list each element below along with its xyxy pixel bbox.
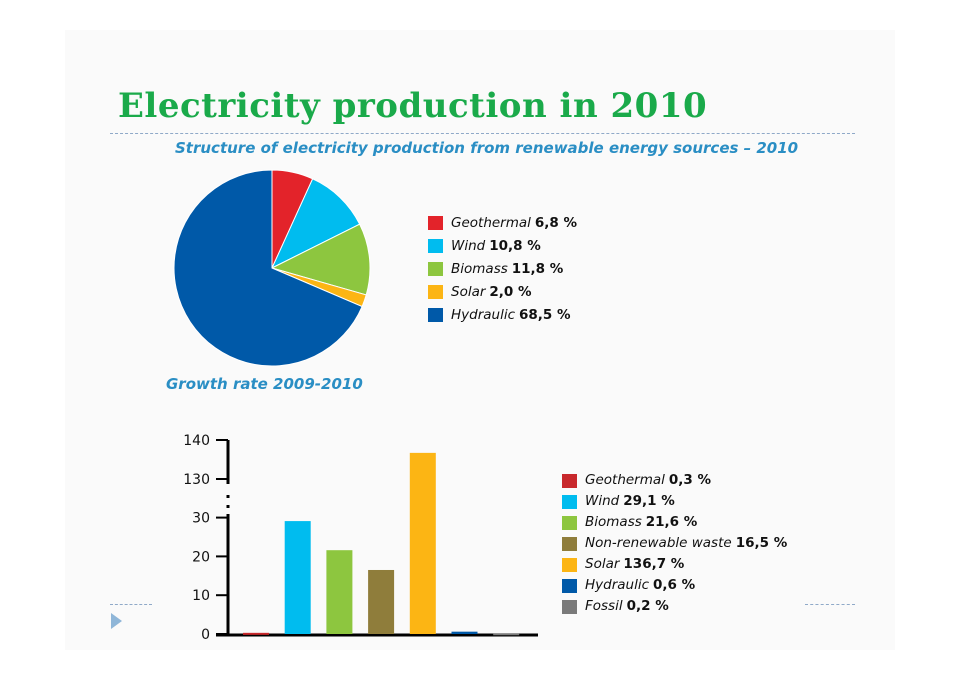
bar-solar [409, 452, 436, 634]
bar-geothermal [243, 632, 269, 635]
bar-fossil [493, 633, 520, 636]
legend-swatch [562, 494, 577, 509]
legend-swatch [562, 536, 577, 551]
legend-value: 136,7 % [623, 556, 685, 572]
y-tick-label: 20 [192, 549, 210, 565]
legend-swatch [562, 557, 577, 572]
legend-value: 0,6 % [653, 577, 696, 593]
legend-item: Geothermal 0,3 % [562, 470, 787, 491]
legend-name: Geothermal [585, 472, 665, 488]
bar-non-renewable-waste [368, 569, 395, 634]
legend-name: Wind [585, 493, 620, 509]
legend-swatch [428, 307, 443, 322]
legend-swatch [428, 238, 443, 253]
pie-slice-wind [270, 178, 361, 270]
bar-hydraulic [451, 631, 478, 634]
legend-swatch [562, 473, 577, 488]
legend-value: 16,5 % [735, 535, 788, 551]
pie-legend: Geothermal 6,8 % Wind 10,8 % Biomass 11,8 % So… [428, 211, 577, 326]
legend-item: Solar 136,7 % [562, 554, 787, 575]
legend-name: Hydraulic [451, 306, 516, 323]
legend-value: 68,5 % [519, 306, 571, 323]
divider [805, 604, 855, 605]
axis-break-dot [226, 495, 230, 498]
axis-break-dot [226, 505, 230, 508]
bar-title: Growth rate 2009-2010 [166, 375, 363, 393]
play-triangle-icon [111, 613, 122, 629]
pie-title: Structure of electricity production from… [175, 139, 799, 157]
legend-item: Hydraulic 0,6 % [562, 575, 787, 596]
y-tick-label: 130 [183, 472, 210, 488]
y-tick-label: 10 [192, 588, 210, 604]
legend-value: 6,8 % [534, 214, 578, 231]
y-tick-label: 0 [201, 627, 210, 643]
legend-swatch [428, 215, 443, 230]
legend-swatch [562, 578, 577, 593]
legend-value: 10,8 % [489, 237, 541, 254]
legend-swatch [428, 284, 443, 299]
legend-value: 29,1 % [623, 493, 675, 509]
legend-name: Solar [585, 556, 620, 572]
legend-item: Geothermal 6,8 % [428, 211, 577, 234]
legend-name: Hydraulic [585, 577, 650, 593]
legend-item: Fossil 0,2 % [562, 596, 787, 617]
legend-swatch [562, 515, 577, 530]
legend-item: Wind 10,8 % [428, 234, 577, 257]
divider [110, 133, 855, 134]
legend-value: 0,2 % [626, 598, 669, 614]
legend-item: Wind 29,1 % [562, 491, 787, 512]
legend-name: Fossil [585, 598, 623, 614]
legend-value: 11,8 % [511, 260, 564, 277]
legend-value: 21,6 % [645, 514, 698, 530]
pie-slice-hydraulic [173, 169, 363, 367]
bar-biomass [326, 550, 353, 634]
bar-wind [284, 521, 311, 634]
legend-item: Biomass 11,8 % [428, 257, 577, 280]
legend-item: Non-renewable waste 16,5 % [562, 533, 787, 554]
bar-legend: Geothermal 0,3 % Wind 29,1 % Biomass 21,6 % No… [562, 470, 787, 617]
legend-value: 0,3 % [668, 472, 712, 488]
legend-swatch [562, 599, 577, 614]
legend-name: Wind [451, 237, 486, 254]
pie-slice-biomass [270, 223, 371, 296]
y-tick-label: 140 [183, 433, 210, 449]
legend-item: Biomass 21,6 % [562, 512, 787, 533]
legend-swatch [428, 261, 443, 276]
page-title: Electricity production in 2010 [118, 86, 708, 126]
legend-name: Biomass [585, 514, 642, 530]
legend-name: Geothermal [451, 214, 531, 231]
legend-value: 2,0 % [489, 283, 532, 300]
divider [110, 604, 152, 605]
legend-name: Solar [451, 283, 486, 300]
legend-name: Non-renewable waste [585, 535, 732, 551]
legend-item: Hydraulic 68,5 % [428, 303, 577, 326]
y-tick-label: 30 [192, 511, 210, 527]
legend-name: Biomass [451, 260, 508, 277]
legend-item: Solar 2,0 % [428, 280, 577, 303]
